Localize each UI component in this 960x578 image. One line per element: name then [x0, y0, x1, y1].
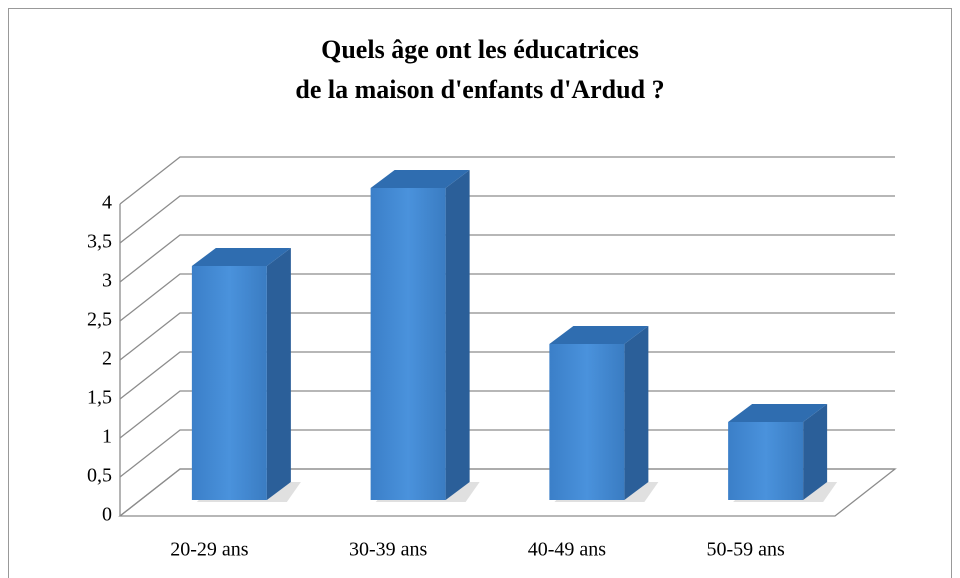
bar [728, 422, 804, 500]
grid-line [119, 468, 895, 517]
bar-top [191, 248, 291, 266]
y-tick-label: 0,5 [87, 465, 112, 487]
bar [370, 188, 446, 500]
y-tick-label: 1 [102, 426, 112, 448]
grid-line [119, 273, 895, 322]
x-tick-label: 30-39 ans [349, 539, 428, 561]
chart-title: Quels âge ont les éducatrices [321, 35, 639, 64]
grid-line [119, 429, 895, 478]
y-tick-label: 3,5 [87, 231, 112, 253]
bar-top [728, 404, 828, 422]
bar [549, 344, 625, 500]
grid-line [119, 351, 895, 400]
bar-side [266, 248, 291, 500]
x-tick-label: 40-49 ans [528, 539, 607, 561]
y-tick-label: 2 [102, 348, 112, 370]
bar-side [624, 326, 649, 500]
grid-line [119, 195, 895, 244]
grid-line [119, 234, 895, 283]
y-tick-label: 0 [102, 504, 112, 526]
grid-line [119, 312, 895, 361]
y-tick-label: 3 [102, 270, 112, 292]
grid-line [119, 390, 895, 439]
bar-side [445, 170, 470, 500]
bar-top [370, 170, 470, 188]
chart-title: de la maison d'enfants d'Ardud ? [295, 75, 664, 104]
y-tick-label: 4 [102, 192, 112, 214]
bar-top [549, 326, 649, 344]
bar-side [803, 404, 828, 500]
y-tick-label: 1,5 [87, 387, 112, 409]
bar [191, 266, 267, 500]
grid-line [119, 156, 895, 205]
x-tick-label: 20-29 ans [170, 539, 249, 561]
x-tick-label: 50-59 ans [706, 539, 785, 561]
y-tick-label: 2,5 [87, 309, 112, 331]
